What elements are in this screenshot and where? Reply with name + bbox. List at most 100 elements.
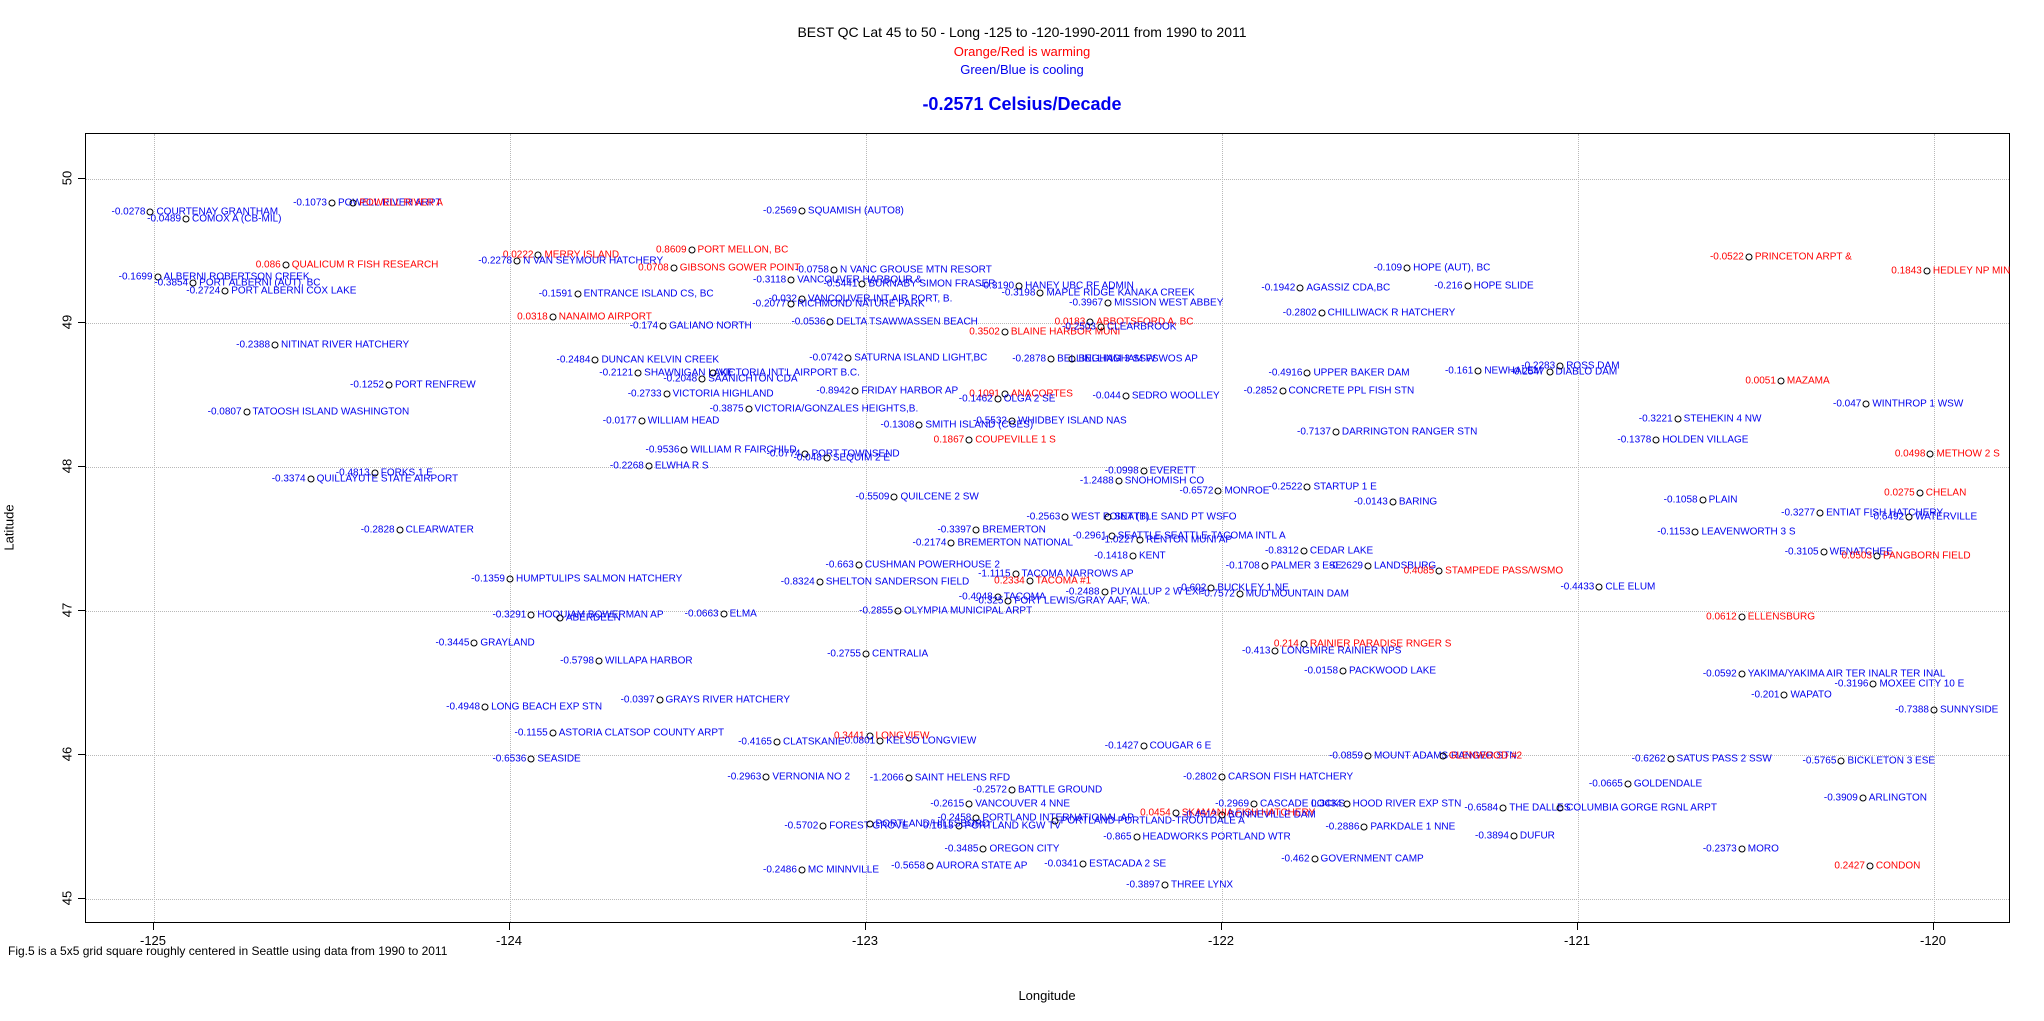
station-name: LONGMIRE RAINIER NPS [1281,645,1402,657]
station-name: HOPE SLIDE [1473,280,1534,292]
x-tick-mark [153,923,154,930]
station-name: ALBERNI ROBERTSON CREEK [163,271,310,283]
x-tick-mark [865,923,866,930]
station-name: TACOMA #1 [1035,575,1092,587]
station-trend-value: -0.2121 [599,367,634,379]
station-name: WAPATO [1790,689,1832,701]
station-marker-circle-icon [1869,680,1877,688]
station-name: SAINT HELENS RFD [914,772,1011,784]
station-name: ROSS DAM [1566,360,1620,372]
station-trend-value: -0.3291 [492,609,527,621]
station-marker-circle-icon [1691,528,1699,536]
station-name: PUYALLUP 2 W EXP [1110,586,1206,598]
station-marker-circle-icon [513,257,521,265]
station-name: GOLDENDALE [1633,778,1703,790]
x-tick-label: -122 [1207,933,1235,948]
station-trend-value: 0.2427 [1834,860,1865,872]
station-name: WENATCHEE [1829,546,1893,558]
station-trend-value: -0.2569 [762,205,797,217]
station-marker-circle-icon [1859,794,1867,802]
station-marker-circle-icon [798,207,806,215]
station-name: POWELL RIVER A [359,197,443,209]
station-marker-circle-icon [1510,832,1518,840]
station-marker-circle-icon [894,607,902,615]
station-marker-circle-icon [1837,757,1845,765]
station-name: SEASIDE [537,753,581,765]
station-trend-value: -0.047 [1833,398,1862,410]
station-trend-value: -0.2802 [1183,771,1217,783]
station-name: YAKIMA/YAKIMA AIR TER INALR TER INAL [1747,668,1946,680]
y-tick-label: 45 [59,890,75,906]
station-marker-circle-icon [1250,800,1258,808]
station-name: NEWHALEM [1484,365,1543,377]
station-name: STAMPEDE PASS/WSMO [1445,565,1564,577]
station-marker-circle-icon [1001,390,1009,398]
station-name: HUMPTULIPS SALMON HATCHERY [516,573,683,585]
x-tick-mark [1577,923,1578,930]
station-trend-value: -0.2547 [1510,366,1545,378]
station-marker-circle-icon [1303,483,1311,491]
station-marker-circle-icon [527,755,535,763]
station-marker-circle-icon [1140,467,1148,475]
station-name: KENT [1139,550,1166,562]
cooling-legend-note: Green/Blue is cooling [960,62,1084,77]
station-name: CEDAR LAKE [1309,545,1374,557]
station-name: AURORA STATE AP [936,860,1028,872]
station-name: DUNCAN KELVIN CREEK [601,354,720,366]
y-tick-mark [78,466,85,467]
station-marker-circle-icon [1364,752,1372,760]
station-trend-value: 0.3502 [969,326,1000,338]
station-trend-value: 0.0498 [1894,448,1926,460]
station-trend-value: -1.0227 [1101,534,1136,546]
station-trend-value: -0.0774 [766,448,801,460]
y-tick-label: 50 [59,170,75,186]
station-trend-value: -0.1613 [919,820,954,832]
station-name: RICHMOND NATURE PARK [797,298,925,310]
station-name: VANCOUVER HARBOUR & [797,274,923,286]
station-marker-circle-icon [1104,513,1112,521]
station-name: VICTORIA/GONZALES HEIGHTS,B. [754,403,919,415]
station-marker-circle-icon [955,822,963,830]
station-marker-circle-icon [1916,489,1924,497]
station-marker-circle-icon [1218,773,1226,781]
station-marker-circle-icon [595,657,603,665]
station-trend-value: -0.174 [629,320,659,332]
station-marker-circle-icon [915,421,923,429]
x-gridline [1222,134,1223,922]
station-marker-circle-icon [855,561,863,569]
station-name: CLE ELUM [1605,581,1656,593]
station-marker-circle-icon [271,341,279,349]
station-name: QUILLAYUTE STATE AIRPORT [316,473,459,485]
station-trend-value: -0.7572 [1200,588,1235,600]
station-marker-circle-icon [1047,355,1055,363]
station-trend-value: -0.5658 [891,860,926,872]
station-name: COLUMBIA GORGE RGNL ARPT [1566,802,1717,814]
station-name: STEHEKIN 4 NW [1683,413,1762,425]
y-tick-mark [78,754,85,755]
station-marker-circle-icon [1296,284,1304,292]
station-name: GRAYLAND [480,637,535,649]
x-tick-mark [1933,923,1934,930]
station-name: VICTORIA INT'L AIRPORT B.C. [718,367,860,379]
station-marker-circle-icon [688,246,696,254]
station-trend-value: -0.2458 [937,812,972,824]
station-name: ABERDEEN [565,612,621,624]
station-name: LONGVIEW [875,730,930,742]
station-name: ENTRANCE ISLAND CS, BC [583,288,714,300]
station-name: CLEARBROOK [1106,321,1177,333]
station-trend-value: -0.2724 [186,285,221,297]
station-marker-circle-icon [1652,436,1660,444]
station-marker-circle-icon [816,578,824,586]
station-name: SATURNA ISLAND LIGHT,BC [854,352,988,364]
y-tick-label: 46 [59,746,75,762]
station-marker-circle-icon [890,493,898,501]
station-marker-circle-icon [1207,584,1215,592]
station-marker-circle-icon [1905,513,1913,521]
station-name: ELMA [729,608,757,620]
station-trend-value: -0.8324 [780,576,815,588]
station-trend-value: -1.2488 [1079,475,1114,487]
station-name: ASTORIA CLATSOP COUNTY ARPT [558,727,725,739]
station-trend-value: -0.4813 [335,467,370,479]
station-trend-value: -0.0341 [1044,858,1079,870]
station-marker-circle-icon [801,450,809,458]
